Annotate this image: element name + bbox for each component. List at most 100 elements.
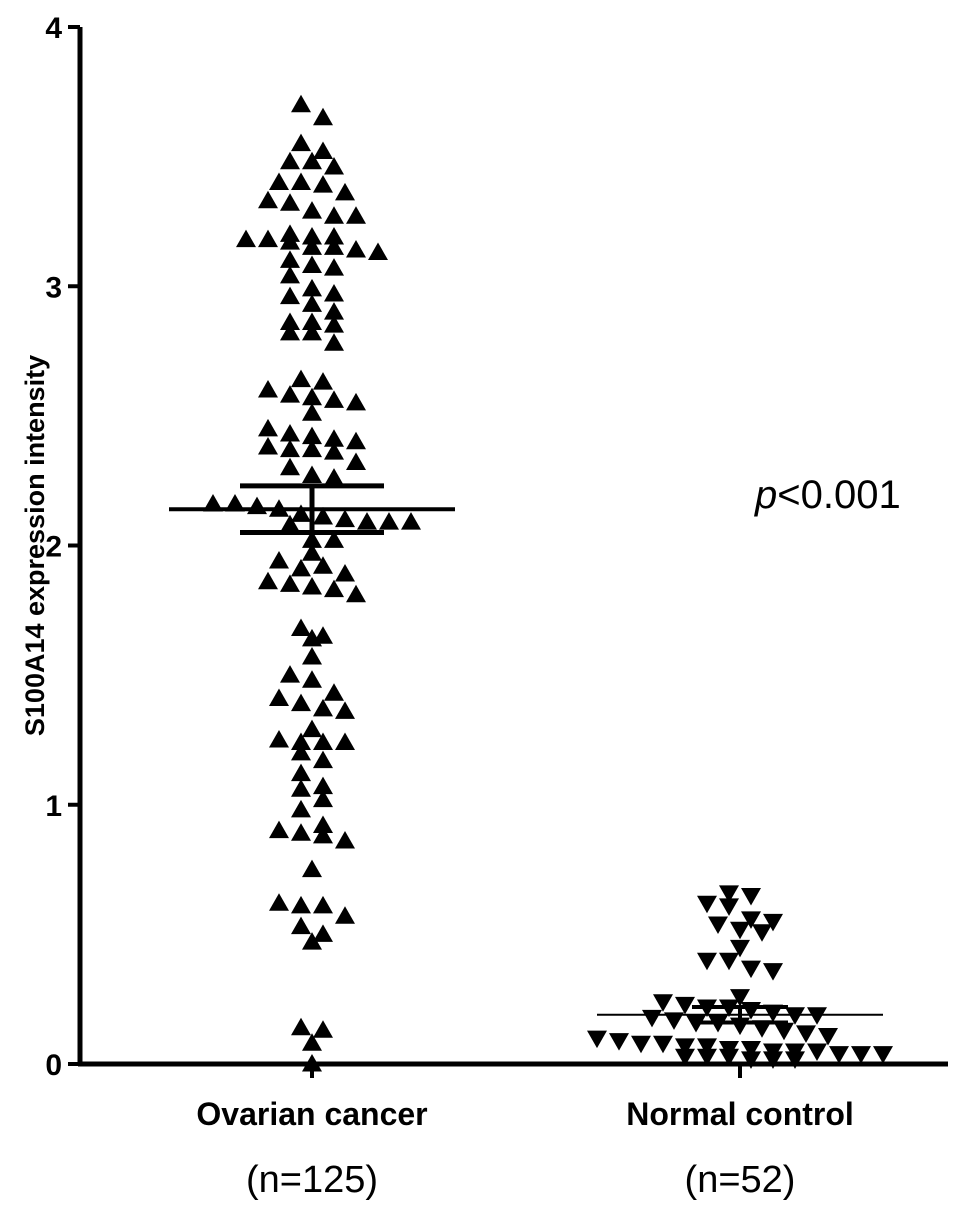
data-point — [291, 823, 311, 841]
data-point — [818, 1027, 838, 1046]
data-point — [763, 1004, 783, 1023]
data-point — [829, 1046, 849, 1064]
data-point — [324, 468, 344, 486]
data-point — [280, 151, 300, 170]
data-point — [664, 1012, 684, 1030]
data-point — [258, 418, 278, 437]
p-value-annotation: p<0.001 — [754, 473, 901, 517]
data-point — [302, 322, 322, 341]
data-point — [335, 701, 355, 719]
data-point — [302, 1033, 322, 1051]
data-point — [291, 916, 311, 935]
data-point — [291, 618, 311, 636]
data-point — [741, 1040, 761, 1059]
data-point — [708, 916, 728, 935]
data-point — [280, 385, 300, 403]
data-point — [225, 494, 245, 512]
data-point — [313, 372, 333, 390]
data-point — [291, 504, 311, 522]
data-point — [313, 924, 333, 942]
data-point — [675, 1038, 695, 1056]
data-point — [280, 286, 300, 305]
data-point — [280, 250, 300, 268]
y-tick-label: 0 — [45, 1049, 62, 1082]
data-point — [346, 584, 366, 603]
data-point — [401, 512, 421, 530]
data-point — [280, 424, 300, 442]
data-point — [730, 939, 750, 958]
data-point — [324, 390, 344, 408]
data-point — [313, 107, 333, 126]
data-point — [291, 799, 311, 818]
data-point — [291, 742, 311, 761]
data-point — [324, 206, 344, 224]
data-point — [697, 895, 717, 914]
data-point — [631, 1035, 651, 1054]
data-point — [785, 1051, 805, 1069]
y-tick-label: 3 — [45, 271, 62, 304]
data-point — [313, 506, 333, 525]
data-point — [291, 94, 311, 113]
data-point — [236, 229, 256, 248]
data-point — [302, 403, 322, 421]
data-point — [313, 825, 333, 844]
data-point — [313, 750, 333, 769]
data-point — [335, 182, 355, 201]
data-point — [357, 512, 377, 530]
data-point — [280, 232, 300, 250]
data-point — [258, 436, 278, 455]
data-point — [302, 543, 322, 561]
data-point — [697, 1048, 717, 1067]
data-point — [203, 494, 223, 512]
y-axis-title: S100A14 expression intensity — [20, 355, 50, 736]
summary-bars — [169, 483, 883, 1025]
data-point — [324, 429, 344, 447]
data-point — [302, 237, 322, 255]
data-point — [324, 226, 344, 245]
data-point — [258, 229, 278, 248]
data-point — [302, 719, 322, 738]
data-point — [368, 242, 388, 261]
data-point — [335, 906, 355, 924]
data-point — [313, 1020, 333, 1038]
data-point — [302, 1054, 322, 1072]
data-point — [302, 465, 322, 484]
data-point — [291, 779, 311, 797]
data-point — [302, 387, 322, 406]
data-point — [313, 776, 333, 795]
data-points — [203, 94, 893, 1072]
data-point — [379, 512, 399, 530]
data-point — [313, 175, 333, 193]
data-point — [730, 989, 750, 1007]
data-point — [324, 530, 344, 548]
data-point — [313, 698, 333, 717]
data-point — [302, 255, 322, 274]
data-point — [346, 239, 366, 258]
data-point — [324, 284, 344, 302]
data-point — [324, 442, 344, 460]
data-point — [741, 1002, 761, 1020]
data-point — [247, 496, 267, 515]
data-point — [302, 628, 322, 647]
data-point — [675, 1048, 695, 1067]
data-point — [291, 369, 311, 388]
data-point — [291, 172, 311, 191]
data-point — [302, 294, 322, 312]
data-point — [258, 190, 278, 209]
sample-size-label: (n=125) — [246, 1159, 378, 1201]
data-point — [302, 530, 322, 548]
data-point — [302, 278, 322, 297]
data-point — [302, 439, 322, 458]
category-label: Ovarian cancer — [196, 1096, 427, 1132]
data-point — [280, 312, 300, 331]
data-point — [302, 670, 322, 688]
data-point — [280, 665, 300, 683]
data-point — [807, 1043, 827, 1062]
sample-size-label: (n=52) — [685, 1159, 796, 1201]
data-point — [324, 579, 344, 598]
data-point — [324, 302, 344, 320]
data-point — [313, 732, 333, 751]
data-point — [302, 859, 322, 878]
data-point — [873, 1046, 893, 1064]
data-point — [346, 452, 366, 471]
